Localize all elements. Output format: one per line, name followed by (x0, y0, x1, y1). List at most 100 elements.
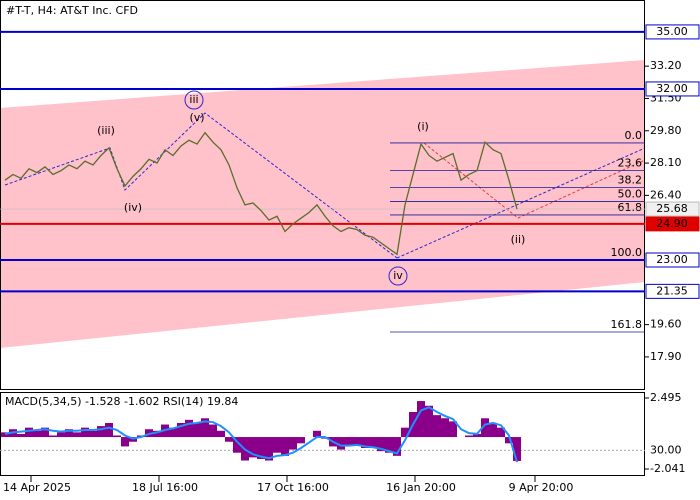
macd-bar (361, 437, 369, 449)
wave-label: (iv) (124, 201, 142, 214)
fib-label: 23.6 (618, 156, 643, 169)
macd-bar (513, 437, 521, 461)
macd-bar (353, 437, 361, 445)
macd-bar (25, 427, 33, 438)
wave-label: (i) (417, 120, 429, 133)
macd-bar (153, 430, 161, 438)
wave-line (423, 142, 646, 219)
macd-bar (505, 437, 513, 444)
macd-bar (473, 433, 481, 438)
macd-bar (97, 426, 105, 438)
level-box (645, 216, 700, 232)
macd-bar (369, 437, 377, 449)
macd-bar (377, 437, 385, 452)
macd-bar (89, 430, 97, 438)
x-tick-label: 17 Oct 16:00 (257, 481, 329, 494)
macd-bar (425, 405, 433, 438)
macd-bar (393, 437, 401, 456)
macd-bar (289, 437, 297, 450)
macd-bar (209, 424, 217, 438)
macd-bar (481, 418, 489, 438)
macd-bar (225, 437, 233, 442)
x-tick-label: 9 Apr 20:00 (509, 481, 574, 494)
wave-circle (388, 266, 408, 286)
level-label: 24.90 (656, 217, 688, 230)
macd-bar (57, 432, 65, 438)
macd-bar (265, 437, 273, 461)
fib-label: 0.0 (625, 129, 643, 142)
macd-bar (249, 437, 257, 458)
wave-label: iv (393, 269, 403, 282)
macd-bar (441, 418, 449, 438)
price-line (4, 131, 518, 256)
fib-label: 61.8 (618, 201, 643, 214)
panel-border (0, 0, 645, 390)
macd-bar (497, 427, 505, 438)
macd-bar (81, 427, 89, 438)
current-price-label: 25.68 (656, 202, 688, 215)
level-box (645, 24, 700, 40)
macd-bar (417, 401, 425, 438)
level-box (645, 252, 700, 268)
fib-label: 38.2 (618, 174, 643, 187)
y-tick-label: 26.40 (650, 188, 682, 201)
macd-bar (337, 437, 345, 450)
fib-label: 100.0 (611, 246, 643, 259)
rsi-value: 19.84 (207, 395, 239, 408)
indicator-header: MACD(5,34,5) -1.528 -1.602 RSI(14) 19.84 (5, 395, 238, 408)
macd-bar (257, 437, 265, 459)
y-tick-label: 28.10 (650, 156, 682, 169)
y-tick-label: 29.80 (650, 124, 682, 137)
level-label: 32.00 (656, 82, 688, 95)
macd-bar (193, 422, 201, 438)
y-tick-label: 17.90 (650, 350, 682, 363)
x-tick-label: 14 Apr 2025 (3, 481, 71, 494)
macd-bar (185, 419, 193, 438)
macd-bar (65, 429, 73, 438)
rsi-label: RSI(14) (163, 395, 203, 408)
panel-border (0, 392, 645, 476)
macd-bar (113, 435, 121, 438)
macd-bar (217, 430, 225, 438)
current-price-box (645, 201, 700, 217)
signal-line (4, 406, 518, 463)
macd-bar (169, 427, 177, 438)
y2-tick-label: 30.00 (650, 443, 682, 456)
fib-label: 50.0 (618, 187, 643, 200)
macd-bar (233, 437, 241, 453)
macd-bar (385, 437, 393, 453)
macd-value: -1.528 (85, 395, 120, 408)
x-tick-label: 16 Jan 20:00 (386, 481, 456, 494)
macd-bar (49, 435, 57, 438)
wave-label: (iii) (97, 124, 115, 137)
level-label: 21.35 (656, 284, 688, 297)
y-tick-label: 19.60 (650, 318, 682, 331)
macd-bar (313, 430, 321, 438)
wave-circle (184, 90, 204, 110)
macd-bar (41, 427, 49, 438)
macd-bar (33, 430, 41, 438)
wave-label: iii (189, 93, 198, 106)
signal-value: -1.602 (124, 395, 159, 408)
macd-bar (177, 422, 185, 438)
macd-bar (201, 418, 209, 438)
macd-bar (273, 437, 281, 453)
macd-bar (489, 422, 497, 438)
level-box (645, 283, 700, 299)
level-label: 35.00 (656, 25, 688, 38)
level-box (645, 81, 700, 97)
fib-label: 161.8 (611, 318, 643, 331)
macd-bar (1, 432, 9, 438)
level-label: 23.00 (656, 253, 688, 266)
wave-label: (ii) (511, 233, 526, 246)
macd-bar (449, 421, 457, 438)
y-tick-label: -2.041 (650, 462, 685, 475)
wave-line (4, 112, 398, 259)
macd-bar (465, 435, 473, 438)
indicator-label: MACD(5,34,5) (5, 395, 82, 408)
y-tick-label: 33.20 (650, 59, 682, 72)
y-tick-label: 2.495 (650, 391, 682, 404)
x-tick-label: 18 Jul 16:00 (132, 481, 198, 494)
trend-channel (0, 60, 645, 348)
